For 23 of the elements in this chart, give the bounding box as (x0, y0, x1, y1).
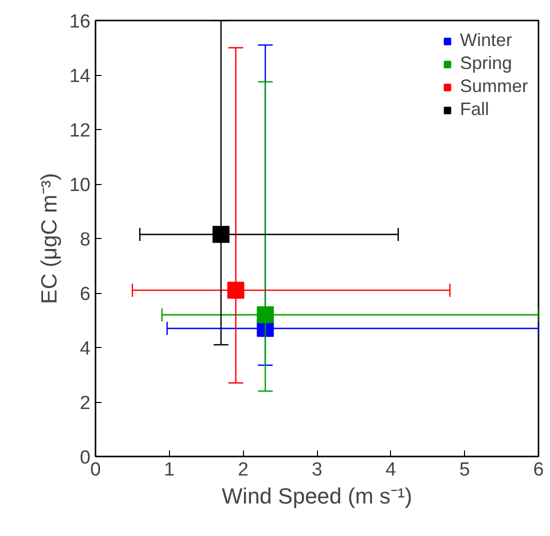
point (256, 306, 274, 324)
x-tick-label: 6 (533, 460, 544, 480)
legend-label: Winter (460, 30, 512, 51)
y-tick-label: 16 (69, 12, 91, 32)
y-axis-title: EC (μgC m⁻³) (36, 173, 62, 304)
y-tick-label: 10 (69, 175, 91, 196)
x-tick-label: 2 (238, 460, 248, 480)
legend-label: Summer (460, 76, 528, 97)
y-tick-label: 12 (69, 120, 91, 142)
x-axis-title: Wind Speed (m s⁻¹) (222, 484, 412, 508)
y-tick-label: 8 (80, 230, 91, 250)
x-tick-label: 3 (312, 460, 322, 480)
y-tick-label: 4 (80, 338, 91, 360)
point (212, 226, 230, 243)
y-tick-label: 6 (80, 284, 91, 305)
x-tick-label: 4 (386, 460, 397, 480)
point (227, 282, 244, 299)
legend-label: Fall (460, 99, 489, 120)
x-tick-label: 1 (164, 460, 175, 480)
legend-label: Spring (460, 53, 512, 74)
x-tick-label: 5 (459, 460, 470, 480)
y-tick-label: 14 (69, 66, 91, 87)
y-tick-label: 2 (80, 393, 91, 414)
